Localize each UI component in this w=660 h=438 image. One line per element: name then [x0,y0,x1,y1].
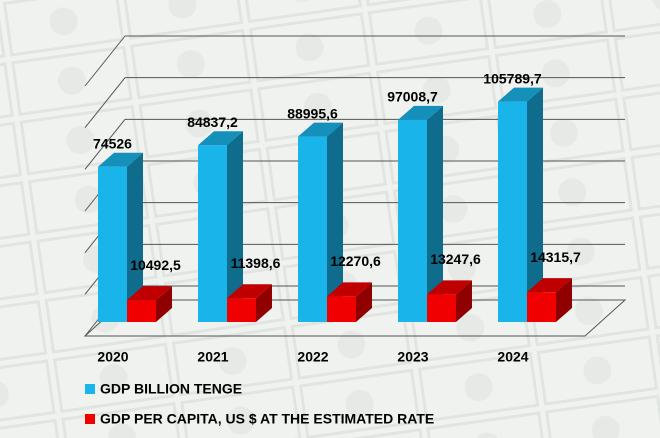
bar-top [498,87,543,102]
bar-side [456,280,472,322]
bar [198,145,227,322]
value-label: 11398,6 [231,255,281,271]
bar-top [98,152,143,167]
bar-top [327,282,372,297]
x-tick-label: 2024 [497,349,528,365]
bar [327,296,356,322]
value-label: 14315,7 [530,249,581,265]
bar-top [398,105,443,120]
x-tick-label: 2022 [297,349,328,365]
bar-top [298,122,343,137]
value-label: 13247,6 [430,251,481,267]
legend-swatch [85,414,95,424]
bar-top [427,280,472,295]
value-label: 88995,6 [287,105,338,121]
x-tick-label: 2023 [397,349,428,365]
legend-label: GDP PER CAPITA, US $ AT THE ESTIMATED RA… [100,411,434,427]
value-label: 97008,7 [387,89,438,105]
bar-side [327,122,343,322]
bar [298,136,327,322]
value-label: 12270,6 [330,253,381,269]
bar [227,298,256,322]
bar-side [127,152,143,322]
grid-line-side [84,119,126,170]
x-tick-label: 2020 [97,349,128,365]
bar [98,166,127,322]
value-label: 105789,7 [483,70,542,86]
bar-side [427,105,443,322]
legend-label: GDP BILLION TENGE [100,381,242,397]
value-label: 10492,5 [130,257,181,273]
bar-top [227,284,272,299]
bar-side [556,278,572,322]
bar-side [256,284,272,322]
grid-line-side [84,35,126,87]
value-label: 74526 [93,135,132,151]
bar [398,119,427,322]
bar-side [527,87,543,322]
value-label: 84837,2 [187,114,238,130]
bar [427,294,456,322]
bar-side [227,131,243,322]
bar [498,101,527,322]
legend-swatch [85,384,95,394]
bar-top [198,131,243,146]
bar [527,292,556,322]
bar-side [156,286,172,322]
bar-top [127,286,172,301]
bar [127,300,156,322]
grid-line-side [84,77,126,128]
x-tick-label: 2021 [197,349,228,365]
bar-top [527,278,572,293]
bar-side [356,282,372,322]
